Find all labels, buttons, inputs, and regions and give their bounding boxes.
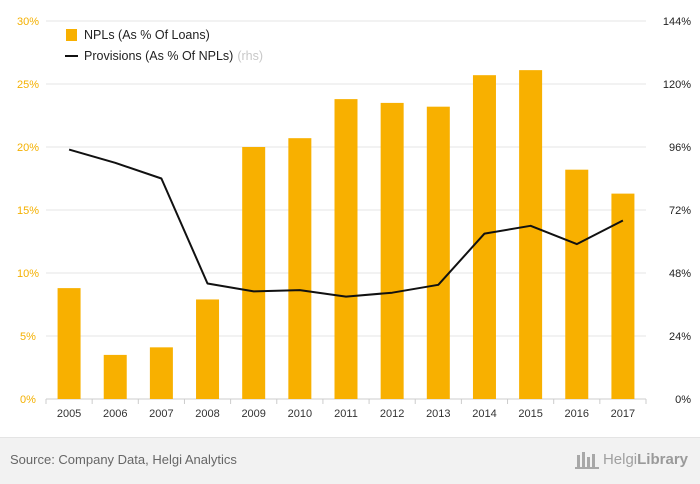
legend-label-provisions-name: Provisions (As % Of NPLs) — [84, 49, 233, 63]
footer: Source: Company Data, Helgi Analytics He… — [0, 437, 700, 484]
x-tick-label: 2005 — [57, 408, 81, 420]
bar-2005 — [57, 288, 81, 399]
legend-label-npls: NPLs (As % Of Loans) — [84, 28, 210, 42]
x-tick-label: 2006 — [103, 408, 127, 420]
right-tick-label: 144% — [663, 16, 691, 28]
right-tick-label: 72% — [669, 205, 691, 217]
right-tick-label: 96% — [669, 142, 691, 154]
legend: NPLs (As % Of Loans) Provisions (As % Of… — [65, 28, 263, 63]
chart: 0% 5% 10% 15% 20% 25% 30% 0% 24% 48% 72% 96% 120% 14… — [17, 16, 691, 420]
bars — [57, 70, 635, 400]
bar-2010 — [288, 138, 312, 399]
left-tick-label: 30% — [17, 16, 39, 28]
bar-2009 — [242, 147, 266, 399]
left-tick-label: 0% — [20, 394, 36, 406]
brand-name-light: Helgi — [602, 450, 638, 468]
x-tick-label: 2017 — [611, 408, 635, 420]
left-tick-label: 15% — [17, 205, 39, 217]
x-tick-label: 2013 — [426, 408, 450, 420]
legend-swatch-npls — [66, 29, 77, 41]
right-tick-label: 48% — [669, 268, 691, 280]
legend-label-provisions: Provisions (As % Of NPLs) (rhs) — [84, 49, 263, 63]
left-tick-label: 5% — [20, 331, 36, 343]
bar-2012 — [380, 102, 404, 400]
provisions-line-layer — [68, 148, 624, 298]
x-tick-label: 2008 — [195, 408, 219, 420]
x-tick-label: 2015 — [518, 408, 542, 420]
x-tick-label: 2010 — [288, 408, 312, 420]
provisions-line — [68, 148, 624, 298]
brand-name: HelgiLibrary — [603, 451, 688, 468]
x-tick-label: 2007 — [149, 408, 173, 420]
bar-2006 — [103, 354, 127, 399]
right-tick-label: 24% — [669, 331, 691, 343]
bar-2013 — [426, 106, 450, 400]
left-tick-label: 25% — [17, 79, 39, 91]
bar-2016 — [565, 169, 589, 399]
bar-2008 — [196, 299, 220, 399]
x-tick-label: 2009 — [241, 408, 265, 420]
brand-logo: HelgiLibrary — [574, 449, 688, 469]
right-tick-label: 120% — [663, 79, 691, 91]
left-axis: 0% 5% 10% 15% 20% 25% 30% — [17, 16, 39, 406]
bar-2015 — [519, 70, 543, 399]
right-axis: 0% 24% 48% 72% 96% 120% 144% — [663, 16, 691, 406]
bar-2007 — [149, 347, 173, 399]
bar-2017 — [611, 193, 635, 399]
legend-label-provisions-suffix: (rhs) — [237, 49, 263, 63]
x-tick-label: 2016 — [565, 408, 589, 420]
bar-2014 — [472, 75, 496, 400]
x-axis: 2005 2006 2007 2008 2009 2010 2011 2012 2013 2014… — [45, 399, 647, 420]
left-tick-label: 20% — [17, 142, 39, 154]
right-tick-label: 0% — [675, 394, 691, 406]
brand-name-bold: Library — [637, 450, 688, 468]
bar-2011 — [334, 99, 358, 400]
x-tick-label: 2014 — [472, 408, 496, 420]
library-icon — [574, 452, 599, 469]
x-tick-label: 2011 — [334, 408, 358, 420]
x-tick-label: 2012 — [380, 408, 404, 420]
source-note: Source: Company Data, Helgi Analytics — [10, 452, 237, 467]
left-tick-label: 10% — [17, 268, 39, 280]
